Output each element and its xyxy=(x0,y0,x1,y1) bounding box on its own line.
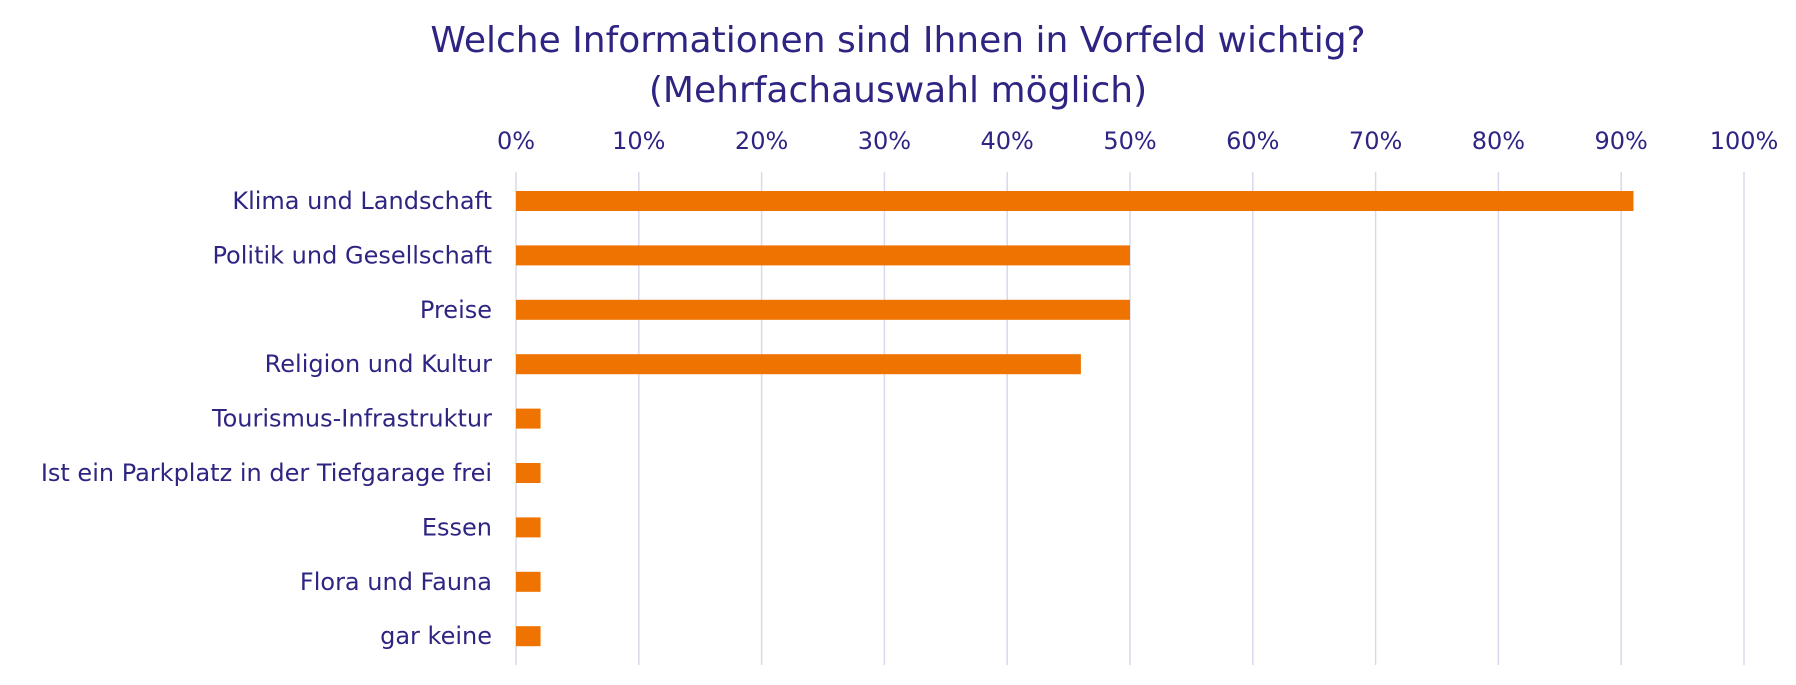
bar xyxy=(516,191,1634,211)
category-label: Klima und Landschaft xyxy=(232,187,492,215)
chart-title: Welche Informationen sind Ihnen in Vorfe… xyxy=(430,20,1365,61)
category-label: Flora und Fauna xyxy=(300,568,492,596)
category-label: Ist ein Parkplatz in der Tiefgarage frei xyxy=(41,459,492,487)
x-tick-label: 60% xyxy=(1226,127,1279,155)
bar xyxy=(516,245,1130,266)
x-tick-label: 0% xyxy=(497,127,535,155)
bar xyxy=(516,408,541,429)
category-label: Politik und Gesellschaft xyxy=(212,241,492,269)
chart-subtitle: (Mehrfachauswahl möglich) xyxy=(649,70,1147,111)
category-label: Religion und Kultur xyxy=(265,350,492,378)
bar xyxy=(516,299,1130,320)
category-label: Essen xyxy=(422,513,492,541)
bar xyxy=(516,354,1081,375)
x-tick-label: 20% xyxy=(735,127,788,155)
bar xyxy=(516,463,541,483)
bar xyxy=(516,571,541,592)
bar xyxy=(516,517,541,538)
bar xyxy=(516,626,541,647)
bars xyxy=(516,191,1634,647)
x-tick-label: 70% xyxy=(1349,127,1402,155)
x-tick-label: 50% xyxy=(1103,127,1156,155)
x-tick-label: 100% xyxy=(1710,127,1779,155)
x-axis-ticks: 0% 10% 20% 30% 40% 50% 60% 70% 80% 90% 100% xyxy=(497,127,1778,155)
category-label: Preise xyxy=(420,296,492,324)
category-labels: Klima und Landschaft Politik und Gesellsc… xyxy=(41,187,492,650)
x-tick-label: 10% xyxy=(612,127,665,155)
category-label: Tourismus-Infrastruktur xyxy=(211,405,492,433)
x-tick-label: 30% xyxy=(858,127,911,155)
category-label: gar keine xyxy=(380,622,492,650)
x-tick-label: 80% xyxy=(1472,127,1525,155)
x-tick-label: 40% xyxy=(981,127,1034,155)
x-tick-label: 90% xyxy=(1595,127,1648,155)
